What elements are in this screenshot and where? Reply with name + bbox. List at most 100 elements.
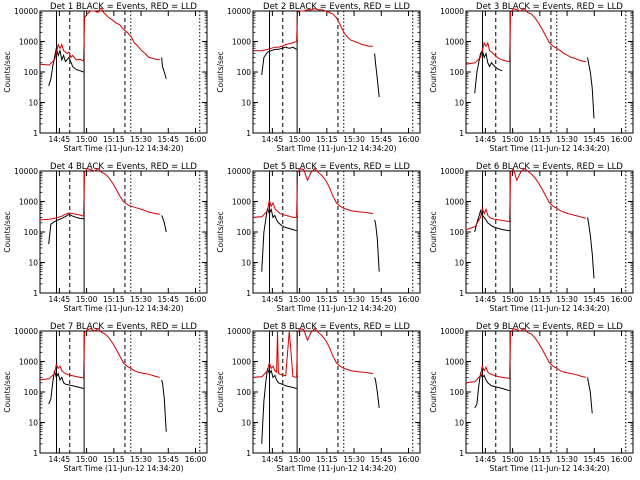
x-tick-label: 15:45 bbox=[370, 295, 392, 304]
x-tick-label: 15:30 bbox=[130, 455, 152, 464]
y-axis-label: Counts/sec bbox=[429, 371, 438, 412]
y-tick-label: 10 bbox=[454, 419, 464, 428]
events-series-line bbox=[474, 371, 510, 409]
y-tick-label: 100 bbox=[450, 228, 465, 237]
y-tick-label: 100 bbox=[24, 228, 39, 237]
x-tick-label: 15:30 bbox=[556, 455, 578, 464]
y-axis-label: Counts/sec bbox=[3, 371, 12, 412]
x-tick-label: 15:45 bbox=[583, 455, 605, 464]
x-tick-label: 14:45 bbox=[49, 135, 71, 144]
y-axis-label: Counts/sec bbox=[216, 371, 225, 412]
y-tick-label: 10 bbox=[241, 99, 251, 108]
x-tick-label: 15:45 bbox=[370, 455, 392, 464]
chart-title: Det 5 BLACK = Events, RED = LLD bbox=[263, 162, 410, 172]
x-tick-label: 15:45 bbox=[583, 295, 605, 304]
detector-chart: Det 9 BLACK = Events, RED = LLD 1 10 100 100… bbox=[429, 322, 634, 473]
x-tick-label: 15:30 bbox=[343, 455, 365, 464]
y-tick-label: 1 bbox=[33, 129, 38, 138]
chart-title: Det 2 BLACK = Events, RED = LLD bbox=[263, 2, 410, 12]
detector-chart: Det 3 BLACK = Events, RED = LLD 1 10 100 100… bbox=[429, 2, 634, 153]
x-tick-label: 15:30 bbox=[130, 135, 152, 144]
y-tick-label: 10 bbox=[454, 99, 464, 108]
chart-title: Det 9 BLACK = Events, RED = LLD bbox=[476, 322, 623, 332]
y-tick-label: 1 bbox=[33, 449, 38, 458]
x-tick-label: 15:30 bbox=[130, 295, 152, 304]
chart-title: Det 4 BLACK = Events, RED = LLD bbox=[50, 162, 197, 172]
x-tick-label: 14:45 bbox=[475, 455, 497, 464]
y-tick-label: 1000 bbox=[445, 358, 464, 367]
y-axis-label: Counts/sec bbox=[216, 51, 225, 92]
y-tick-label: 10 bbox=[454, 259, 464, 268]
lld-series-line bbox=[253, 8, 373, 52]
detector-chart: Det 4 BLACK = Events, RED = LLD 1 10 100 100… bbox=[3, 162, 208, 313]
y-tick-label: 1000 bbox=[19, 38, 38, 47]
x-axis-label: Start Time (11-Jun-12 14:34:20) bbox=[277, 144, 397, 153]
x-tick-label: 15:30 bbox=[556, 295, 578, 304]
lld-series-line bbox=[39, 8, 160, 66]
plot-frame bbox=[252, 170, 421, 294]
x-tick-label: 14:45 bbox=[475, 295, 497, 304]
plot-frame bbox=[39, 330, 208, 454]
events-series-line bbox=[261, 207, 297, 272]
y-tick-label: 10000 bbox=[440, 7, 464, 16]
detector-chart: Det 8 BLACK = Events, RED = LLD 1 10 100 100… bbox=[216, 322, 421, 473]
lld-series-line bbox=[39, 167, 160, 221]
y-tick-label: 10000 bbox=[14, 167, 38, 176]
x-tick-label: 15:45 bbox=[157, 295, 179, 304]
x-axis-label: Start Time (11-Jun-12 14:34:20) bbox=[64, 464, 184, 473]
x-tick-label: 15:15 bbox=[316, 295, 338, 304]
detector-chart: Det 1 BLACK = Events, RED = LLD 1 10 100 100… bbox=[3, 2, 208, 153]
y-tick-label: 1 bbox=[459, 449, 464, 458]
y-tick-label: 10 bbox=[28, 259, 38, 268]
y-tick-label: 10000 bbox=[227, 167, 251, 176]
y-tick-label: 1 bbox=[246, 289, 251, 298]
x-tick-label: 14:45 bbox=[262, 295, 284, 304]
y-tick-label: 10000 bbox=[14, 7, 38, 16]
x-tick-label: 15:45 bbox=[370, 135, 392, 144]
plot-frame bbox=[252, 10, 421, 134]
x-axis-label: Start Time (11-Jun-12 14:34:20) bbox=[277, 464, 397, 473]
events-series-line bbox=[474, 209, 510, 233]
events-series-line bbox=[261, 46, 297, 76]
y-tick-label: 10000 bbox=[227, 327, 251, 336]
y-tick-label: 100 bbox=[24, 388, 39, 397]
x-axis-label: Start Time (11-Jun-12 14:34:20) bbox=[277, 304, 397, 313]
x-tick-label: 14:45 bbox=[49, 295, 71, 304]
detector-chart: Det 2 BLACK = Events, RED = LLD 1 10 100 100… bbox=[216, 2, 421, 153]
x-tick-label: 16:00 bbox=[185, 135, 207, 144]
events-series-line bbox=[161, 379, 167, 432]
lld-series-line bbox=[465, 327, 586, 384]
y-axis-label: Counts/sec bbox=[3, 51, 12, 92]
events-series-line bbox=[161, 57, 167, 79]
plot-frame bbox=[465, 10, 634, 134]
x-tick-label: 16:00 bbox=[398, 295, 420, 304]
x-tick-label: 16:00 bbox=[398, 455, 420, 464]
y-tick-label: 10000 bbox=[440, 167, 464, 176]
y-tick-label: 1000 bbox=[445, 198, 464, 207]
chart-title: Det 6 BLACK = Events, RED = LLD bbox=[476, 162, 623, 172]
events-series-line bbox=[261, 368, 297, 444]
x-tick-label: 14:45 bbox=[49, 455, 71, 464]
chart-title: Det 1 BLACK = Events, RED = LLD bbox=[50, 2, 197, 12]
x-tick-label: 16:00 bbox=[185, 455, 207, 464]
x-tick-label: 15:00 bbox=[289, 455, 311, 464]
lld-series-line bbox=[465, 167, 586, 231]
y-tick-label: 100 bbox=[237, 68, 252, 77]
detector-chart: Det 5 BLACK = Events, RED = LLD 1 10 100 100… bbox=[216, 162, 421, 313]
plot-frame bbox=[465, 330, 634, 454]
y-tick-label: 100 bbox=[450, 388, 465, 397]
x-tick-label: 16:00 bbox=[611, 135, 633, 144]
x-tick-label: 14:45 bbox=[475, 135, 497, 144]
x-tick-label: 16:00 bbox=[611, 455, 633, 464]
y-tick-label: 10000 bbox=[14, 327, 38, 336]
plot-frame bbox=[39, 170, 208, 294]
events-series-line bbox=[587, 377, 593, 414]
x-tick-label: 15:00 bbox=[289, 135, 311, 144]
x-tick-label: 15:15 bbox=[316, 455, 338, 464]
x-tick-label: 15:00 bbox=[502, 455, 524, 464]
x-axis-label: Start Time (11-Jun-12 14:34:20) bbox=[490, 464, 610, 473]
x-tick-label: 15:00 bbox=[502, 135, 524, 144]
y-tick-label: 1000 bbox=[232, 38, 251, 47]
x-tick-label: 16:00 bbox=[611, 295, 633, 304]
events-series-line bbox=[161, 215, 167, 233]
